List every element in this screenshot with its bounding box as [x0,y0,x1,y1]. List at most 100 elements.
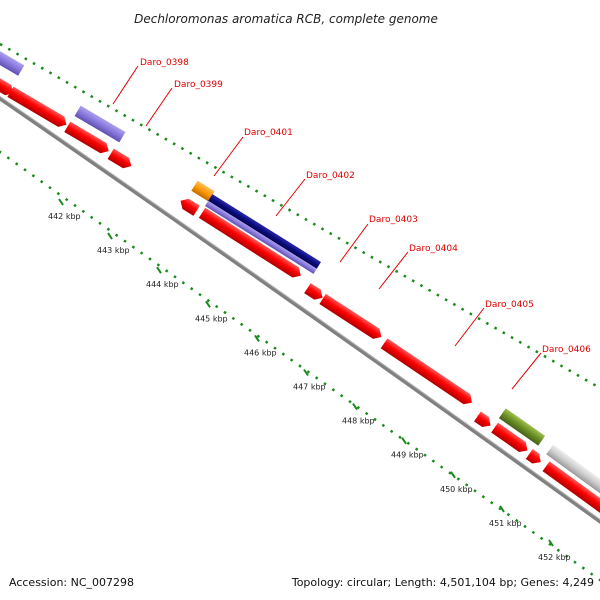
accession-text: Accession: NC_007298 [9,576,134,589]
gene-label[interactable]: Daro_0406 [542,345,591,355]
ruler-dot [373,417,377,422]
tick-label: 445 kbp [195,314,228,323]
ruler-dot [548,542,552,547]
cds-arrow [380,338,472,405]
ruler-dot [356,405,361,410]
gene-label[interactable]: Daro_0399 [174,80,223,90]
ruler-dot [123,239,127,243]
cds-arrow [7,86,67,127]
gene-labels: Daro_0398 Daro_0399 Daro_0401 Daro_0402 … [140,58,591,355]
ruler-dot [573,560,577,564]
cds-arrow [304,283,323,300]
gene-label[interactable]: Daro_0403 [369,215,418,225]
tick-label: 443 kbp [97,246,130,255]
ruler-dot [198,292,202,297]
ruler-dot [0,150,2,154]
gene-callouts [112,65,542,390]
genome-backbone [0,96,600,524]
ruler-dot [481,495,486,499]
ruler-dot [156,263,161,267]
genome-summary-text: Topology: circular; Length: 4,501,104 bp… [291,576,594,589]
ruler-dot [564,554,569,558]
ruler-dot [148,257,152,261]
ruler-dot [289,358,294,362]
tick-label: 442 kbp [48,212,81,221]
cds-arrow [319,293,382,339]
ruler-dot [323,382,327,386]
ruler-dot [181,281,186,285]
ruler-dot [81,209,86,214]
ruler-dot [498,506,502,511]
feature-olive [498,408,546,446]
ruler-dot [131,245,136,249]
ruler-dot [214,304,219,309]
feature-orange [191,180,215,202]
upper-ruler [0,42,600,390]
ruler-dot [339,393,344,398]
ruler-dot [523,524,527,529]
gene-label[interactable]: Daro_0398 [140,58,189,68]
ruler-dot [489,500,494,505]
ruler-dot [73,203,77,208]
ruler-dot [239,322,244,327]
ruler-dot [506,512,511,517]
forward-track [0,51,600,496]
ruler-dot [464,483,469,487]
ruler-dot [473,489,477,493]
ruler-dot [273,346,277,350]
tick-label: 446 kbp [244,348,277,357]
ruler-dot [364,411,369,416]
ruler-dot [231,316,236,321]
ruler-dot [173,275,177,279]
ruler-dot [264,340,269,344]
ruler-dot [48,185,52,190]
ruler-dot [381,423,386,428]
ruler-major-tick [499,505,505,513]
ruler-major-tick [107,232,113,240]
ruler-dot [348,399,352,404]
ruler-dot [114,233,119,237]
feature-gray [546,444,600,496]
cds-arrow [0,75,14,96]
tick-label: 450 kbp [440,485,473,494]
cds-arrow [198,207,301,278]
ruler-dot [298,364,302,368]
ruler-dot [448,471,452,475]
ruler-dot [514,518,519,523]
ruler-major-tick [254,334,260,342]
ruler-major-tick [205,300,211,308]
tick-label: 447 kbp [293,383,326,392]
gene-label[interactable]: Daro_0402 [306,171,355,181]
ruler-dot [439,465,444,469]
gene-label[interactable]: Daro_0401 [244,128,293,138]
ruler-dot [206,298,211,303]
cds-arrow [542,461,600,515]
ruler-dot [598,578,600,582]
tick-ruler: 442 kbp 443 kbp 444 kbp 445 kbp 446 kbp 447 k… [0,150,600,582]
ruler-dot [164,269,169,273]
tick-label: 451 kbp [489,519,522,528]
cds-arrow [474,411,491,428]
ruler-dot [139,251,144,255]
ruler-dot [23,168,27,172]
ruler-dot [331,388,336,392]
ruler-dot [589,572,594,576]
ruler-dot [406,441,411,446]
ruler-major-tick [58,198,64,206]
gene-label[interactable]: Daro_0405 [485,300,534,310]
ruler-major-tick [156,266,162,274]
feature-purple [0,51,25,76]
ruler-major-tick [548,539,554,547]
tick-label: 448 kbp [342,417,375,426]
ruler-major-tick [303,368,309,377]
ruler-dot [56,191,61,196]
ruler-dot [98,221,102,226]
gene-label[interactable]: Daro_0404 [409,244,458,254]
ruler-dot [314,376,319,380]
ruler-major-tick [352,403,358,411]
ruler-dot [431,459,436,463]
ruler-dot [581,566,586,570]
ruler-dot [281,352,286,356]
ruler-dot [414,447,419,451]
